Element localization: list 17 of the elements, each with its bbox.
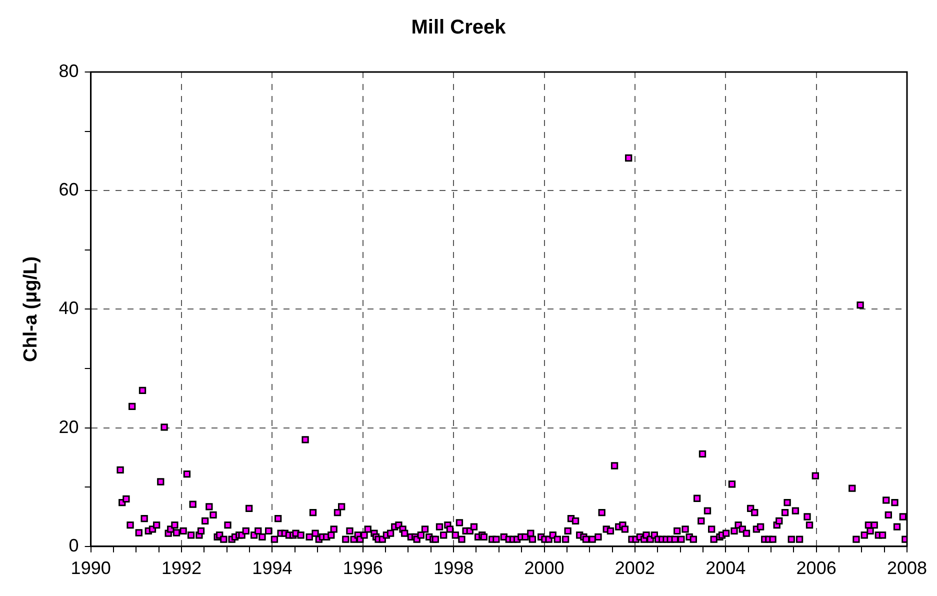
- x-tick-label: 2002: [614, 558, 655, 578]
- y-axis-title: Chl-a (μg/L): [20, 256, 42, 362]
- x-tick-label: 1992: [161, 558, 202, 578]
- x-tick-label: 1998: [434, 558, 474, 578]
- x-tick-label: 1994: [252, 558, 292, 578]
- y-tick-label: 60: [58, 180, 79, 200]
- x-tick-label: 1990: [70, 558, 111, 578]
- x-tick-label: 2004: [706, 558, 746, 578]
- x-tick-label: 2000: [524, 558, 564, 578]
- x-tick-label: 2008: [886, 558, 928, 578]
- x-tick-label: 2006: [796, 558, 836, 578]
- x-tick-label: 1996: [342, 558, 383, 578]
- y-tick-label: 80: [58, 60, 79, 81]
- y-tick-label: 0: [68, 535, 79, 556]
- chart-title: Mill Creek: [411, 16, 507, 39]
- y-tick-label: 40: [58, 298, 79, 318]
- y-tick-label: 20: [58, 416, 79, 437]
